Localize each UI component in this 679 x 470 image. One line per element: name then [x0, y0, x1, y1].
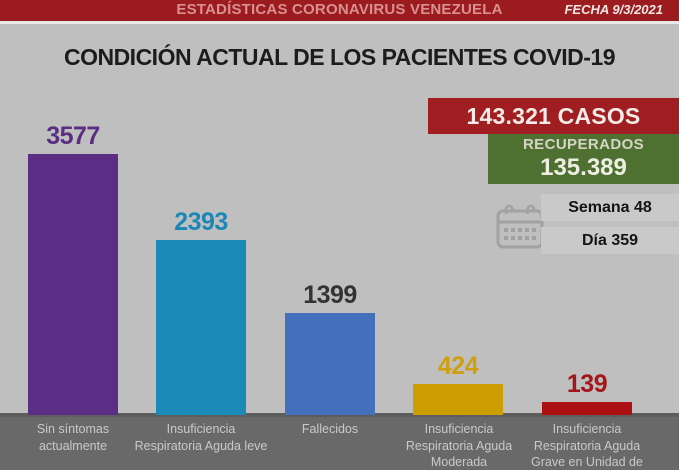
chart-bar: [542, 402, 632, 415]
chart-bar: [413, 384, 503, 415]
header-divider: [0, 21, 679, 24]
week-chip: Semana 48: [541, 194, 679, 221]
bar-value-label: 1399: [303, 281, 357, 309]
recovered-value: 135.389: [540, 154, 627, 181]
header-title: ESTADÍSTICAS CORONAVIRUS VENEZUELA: [176, 1, 503, 18]
category-label: Fallecidos: [301, 422, 359, 436]
chart-bar: [156, 240, 246, 415]
bar-value-label: 3577: [46, 122, 100, 150]
calendar-icon: [496, 204, 544, 249]
top-header-bar: ESTADÍSTICAS CORONAVIRUS VENEZUELA FECHA…: [0, 0, 679, 21]
total-cases-text: 143.321 CASOS: [466, 102, 641, 129]
day-label: Día 359: [581, 231, 639, 249]
day-chip: Día 359: [541, 227, 679, 254]
bar-value-label: 139: [566, 370, 608, 398]
total-cases-banner: 143.321 CASOS: [428, 98, 679, 134]
bar-value-label: 424: [437, 352, 479, 380]
page-title: CONDICIÓN ACTUAL DE LOS PACIENTES COVID-…: [63, 44, 616, 70]
recovered-banner: RECUPERADOS 135.389: [488, 134, 679, 184]
recovered-label: RECUPERADOS: [522, 136, 645, 153]
chart-bar: [285, 313, 375, 415]
category-label: Insuficiencia Respiratoria Aguda Moderad…: [405, 422, 513, 469]
category-label: Insuficiencia Respiratoria Aguda Grave e…: [531, 422, 643, 469]
bar-value-label: 2393: [174, 208, 228, 236]
category-label: Sin síntomas actualmente: [36, 422, 110, 453]
chart-bar: [28, 154, 118, 415]
header-date: FECHA 9/3/2021: [564, 2, 663, 17]
category-label: Insuficiencia Respiratoria Aguda leve: [134, 422, 268, 453]
week-label: Semana 48: [568, 198, 652, 216]
x-axis-band: [0, 413, 679, 470]
